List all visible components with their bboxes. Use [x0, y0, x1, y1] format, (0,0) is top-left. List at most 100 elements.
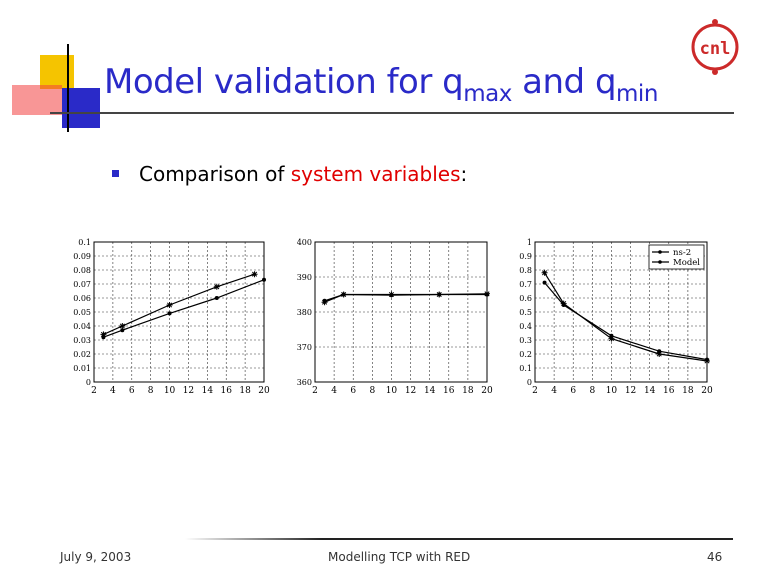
data-point-dot	[609, 333, 614, 338]
data-point-star	[251, 271, 258, 278]
y-tick-label: 0.3	[519, 336, 532, 345]
data-point-dot	[542, 280, 547, 285]
legend-marker	[658, 260, 662, 264]
x-tick-label: 8	[589, 386, 595, 396]
bullet-prefix: Comparison of	[139, 162, 291, 186]
x-tick-label: 18	[462, 386, 474, 396]
data-point-dot	[167, 311, 172, 316]
plot-frame	[534, 241, 708, 383]
y-tick-label: 0.6	[519, 294, 532, 303]
x-tick-label: 4	[551, 386, 557, 396]
y-tick-label: 0	[527, 378, 532, 387]
x-tick-label: 2	[312, 386, 318, 396]
bullet-square-icon	[112, 170, 119, 177]
data-point-dot	[561, 303, 566, 307]
y-tick-label: 0.06	[73, 294, 91, 303]
title-sub-min: min	[616, 81, 658, 107]
y-tick-label: 0	[86, 378, 91, 387]
title-sub-max: max	[463, 81, 512, 107]
x-tick-label: 14	[202, 386, 214, 396]
x-tick-label: 6	[350, 386, 356, 396]
footer-date: July 9, 2003	[60, 550, 132, 564]
y-tick-label: 0.4	[519, 322, 532, 331]
y-tick-label: 0.7	[519, 280, 532, 289]
x-tick-label: 10	[606, 386, 618, 396]
x-tick-label: 16	[663, 386, 675, 396]
y-tick-label: 0.03	[73, 336, 91, 345]
footer-title: Modelling TCP with RED	[328, 550, 471, 564]
y-tick-label: 380	[297, 308, 312, 317]
y-tick-label: 360	[297, 378, 312, 387]
x-tick-label: 8	[148, 386, 154, 396]
x-tick-label: 2	[91, 386, 97, 396]
x-tick-label: 4	[331, 386, 337, 396]
bullet-suffix: :	[460, 162, 468, 186]
legend-box	[648, 244, 705, 270]
x-tick-label: 6	[129, 386, 135, 396]
y-tick-label: 0.5	[519, 308, 532, 317]
x-tick-label: 18	[239, 386, 251, 396]
x-tick-label: 12	[405, 386, 416, 396]
x-tick-label: 14	[424, 386, 436, 396]
red-block	[12, 85, 62, 115]
data-point-dot	[437, 292, 442, 297]
y-tick-label: 0.02	[73, 350, 91, 359]
series-line	[103, 279, 265, 338]
data-point-star	[166, 302, 173, 308]
title-underline	[50, 112, 734, 114]
y-tick-label: 0.01	[73, 364, 91, 373]
x-tick-label: 12	[183, 386, 194, 396]
series-line	[103, 273, 255, 335]
x-tick-label: 16	[220, 386, 232, 396]
footer-page-number: 46	[707, 550, 723, 564]
x-tick-label: 18	[682, 386, 694, 396]
data-point-star	[100, 331, 107, 338]
legend-label: Model	[673, 258, 700, 268]
title-mid: and q	[511, 62, 617, 102]
bullet-item: Comparison of system variables:	[112, 162, 467, 186]
chart-qmin-probability: 2 4 6 8 10 12 14 16 18 20 0 0.1 0.2 0.3 0.4 0.5 0.6 0.7 0.…	[519, 238, 713, 396]
y-tick-label: 0.8	[519, 266, 532, 275]
y-tick-label: 0.9	[519, 252, 532, 261]
y-tick-label: 0.08	[73, 266, 91, 275]
data-point-dot	[657, 349, 662, 354]
x-tick-label: 10	[386, 386, 398, 396]
data-point-dot	[341, 292, 346, 297]
y-tick-label: 0.2	[519, 350, 532, 359]
data-point-dot	[262, 277, 266, 282]
data-point-star	[541, 269, 548, 276]
slide-title: Model validation for qmax and qmin	[104, 62, 658, 107]
y-tick-label: 0.07	[73, 280, 91, 289]
cnl-logo: cnl	[691, 19, 739, 75]
x-tick-label: 16	[443, 386, 455, 396]
x-tick-label: 20	[701, 386, 713, 396]
series-line	[324, 293, 487, 302]
decorative-blocks	[12, 44, 100, 132]
y-tick-label: 0.1	[519, 364, 532, 373]
data-point-dot	[120, 328, 125, 333]
y-tick-label: 0.04	[73, 322, 91, 331]
x-tick-label: 4	[110, 386, 116, 396]
data-point-dot	[485, 292, 489, 297]
x-tick-label: 2	[532, 386, 538, 396]
x-tick-label: 20	[481, 386, 493, 396]
chart-qmax-probability: 2 4 6 8 10 12 14 16 18 20 0 0.01 0.02 0.03 0.04 0.05 0.0…	[73, 238, 270, 396]
x-tick-label: 10	[164, 386, 176, 396]
x-tick-label: 20	[258, 386, 270, 396]
y-tick-label: 400	[297, 238, 312, 247]
y-tick-label: 390	[297, 273, 312, 282]
logo-text: cnl	[700, 39, 731, 59]
x-tick-label: 8	[369, 386, 375, 396]
legend-marker	[658, 250, 662, 254]
y-tick-label: 1	[527, 238, 532, 247]
data-point-dot	[101, 335, 106, 340]
data-point-star	[213, 283, 220, 290]
plot-frame	[314, 241, 488, 383]
footer-rule	[185, 538, 733, 540]
y-tick-label: 370	[297, 343, 312, 352]
series-line	[544, 272, 708, 362]
data-point-dot	[705, 357, 709, 362]
legend-label: ns-2	[673, 248, 691, 258]
y-tick-label: 0.09	[73, 252, 91, 261]
chart-queue-length: 2 4 6 8 10 12 14 16 18 20 360 370 380 390 400	[297, 238, 493, 396]
